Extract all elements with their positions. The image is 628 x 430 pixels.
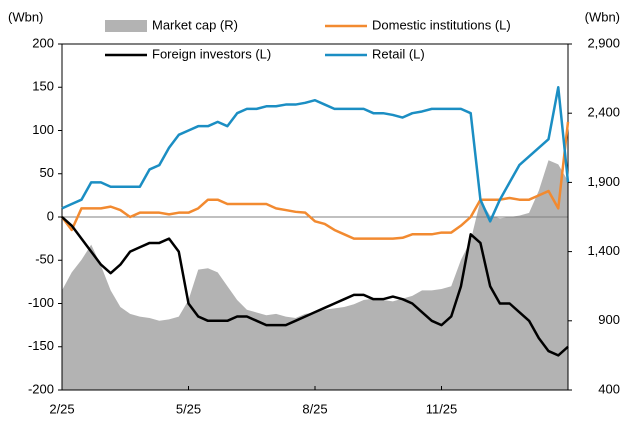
y2-tick-label: 1,900 <box>587 174 620 189</box>
y2-tick-label: 2,400 <box>587 105 620 120</box>
y2-tick-label: 400 <box>598 381 620 396</box>
x-tick-label: 2/25 <box>49 401 74 416</box>
y2-tick-label: 1,400 <box>587 243 620 258</box>
area <box>62 160 568 390</box>
legend-label: Market cap (R) <box>152 17 238 32</box>
y-tick-label: -150 <box>28 338 54 353</box>
line <box>61 86 570 223</box>
y2-axis-label: (Wbn) <box>585 9 620 24</box>
y-tick-label: 50 <box>40 165 54 180</box>
x-tick-label: 5/25 <box>176 401 201 416</box>
y2-tick-label: 900 <box>598 312 620 327</box>
y-tick-label: -50 <box>35 252 54 267</box>
x-tick-label: 8/25 <box>302 401 327 416</box>
line <box>61 216 569 357</box>
legend-label: Domestic institutions (L) <box>372 17 511 32</box>
line <box>60 121 570 240</box>
y-tick-label: 100 <box>32 122 54 137</box>
legend-swatch <box>105 20 147 32</box>
x-tick-label: 11/25 <box>426 401 458 416</box>
y-tick-label: -200 <box>28 381 54 396</box>
y2-tick-label: 2,900 <box>587 35 620 50</box>
y-tick-label: 150 <box>32 79 54 94</box>
y-axis-label: (Wbn) <box>8 9 43 24</box>
legend-label: Foreign investors (L) <box>152 46 271 61</box>
y-tick-label: 0 <box>47 208 54 223</box>
legend-label: Retail (L) <box>372 46 425 61</box>
y-tick-label: -100 <box>28 295 54 310</box>
y-tick-label: 200 <box>32 35 54 50</box>
